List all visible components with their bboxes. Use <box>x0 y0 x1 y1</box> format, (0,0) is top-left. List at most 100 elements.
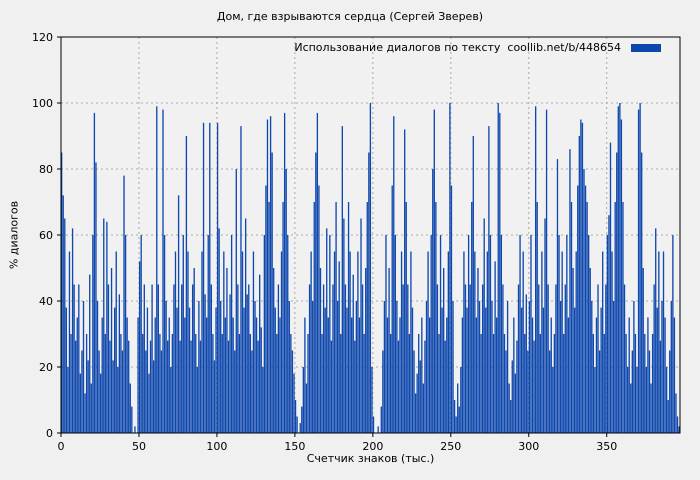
bar <box>383 301 386 433</box>
legend-swatch-icon <box>631 43 661 52</box>
bar <box>95 162 97 433</box>
bar <box>496 317 498 433</box>
bar <box>259 274 261 433</box>
bar <box>101 317 103 433</box>
bar <box>128 340 130 433</box>
bar <box>110 268 113 433</box>
bar <box>411 307 414 433</box>
bar <box>469 284 471 433</box>
bar <box>549 350 551 433</box>
bar <box>567 317 570 433</box>
bar <box>249 334 251 433</box>
bar <box>269 116 272 433</box>
bar <box>174 251 177 433</box>
bar <box>441 307 443 433</box>
bar <box>87 360 89 433</box>
bar <box>138 261 141 433</box>
bar <box>519 235 521 433</box>
bar <box>472 136 474 433</box>
bar <box>503 334 506 433</box>
bar <box>413 350 415 433</box>
bar <box>226 268 228 433</box>
bar <box>84 393 86 433</box>
bar <box>531 317 534 433</box>
bar <box>558 235 560 433</box>
bar <box>151 284 153 433</box>
bar <box>449 103 451 433</box>
bar <box>176 307 178 433</box>
bar <box>536 202 538 433</box>
bar <box>262 367 264 433</box>
bar <box>467 235 470 433</box>
bar <box>246 294 248 433</box>
bar <box>212 334 214 433</box>
bar <box>427 251 429 433</box>
bar <box>357 251 359 433</box>
bar <box>201 251 203 433</box>
x-tick-label: 0 <box>58 440 65 453</box>
bar <box>608 215 610 433</box>
bar <box>79 373 82 433</box>
bar <box>232 317 234 433</box>
bar <box>347 202 350 433</box>
bar <box>114 307 116 433</box>
bar <box>220 301 222 433</box>
bar <box>439 235 442 433</box>
x-tick-label: 300 <box>518 440 539 453</box>
y-tick-label: 20 <box>39 361 53 374</box>
bar <box>85 334 88 433</box>
bar <box>287 235 289 433</box>
bar <box>165 301 167 433</box>
bar <box>407 284 409 433</box>
bar <box>117 367 119 433</box>
bar <box>633 301 635 433</box>
bar <box>575 251 577 433</box>
bar <box>313 202 315 433</box>
bar <box>299 423 301 433</box>
bar <box>223 251 225 433</box>
bar <box>73 284 75 433</box>
bar <box>584 185 587 433</box>
bar <box>109 340 111 433</box>
bar <box>637 109 640 433</box>
bar <box>260 327 262 433</box>
bar <box>319 268 322 433</box>
bar <box>327 317 329 433</box>
bar <box>173 284 175 433</box>
bar <box>675 393 677 433</box>
bar <box>447 251 450 433</box>
bar <box>644 334 646 433</box>
bar <box>369 103 372 433</box>
bar <box>559 301 562 433</box>
x-tick-label: 100 <box>206 440 227 453</box>
bar <box>542 307 545 433</box>
bar <box>651 334 654 433</box>
bar <box>421 317 423 433</box>
bar <box>600 307 602 433</box>
bar <box>474 251 476 433</box>
bar <box>471 202 473 433</box>
bar <box>283 112 286 434</box>
bar <box>341 126 343 433</box>
bar <box>544 218 546 433</box>
bar <box>416 373 418 433</box>
bar <box>338 261 340 433</box>
bar <box>667 400 669 433</box>
bar <box>255 317 258 433</box>
bar <box>210 284 213 433</box>
bar <box>209 122 211 434</box>
bar <box>301 406 303 433</box>
bar <box>235 169 237 433</box>
y-tick-label: 100 <box>32 97 53 110</box>
bar <box>655 228 657 433</box>
bar <box>481 284 484 433</box>
bar <box>177 195 180 433</box>
bar <box>352 274 354 433</box>
bar <box>480 334 482 433</box>
bar <box>516 340 518 433</box>
bar <box>206 317 208 433</box>
bar <box>492 334 495 433</box>
bar <box>355 301 358 433</box>
bar <box>583 169 585 433</box>
bar <box>650 383 652 433</box>
